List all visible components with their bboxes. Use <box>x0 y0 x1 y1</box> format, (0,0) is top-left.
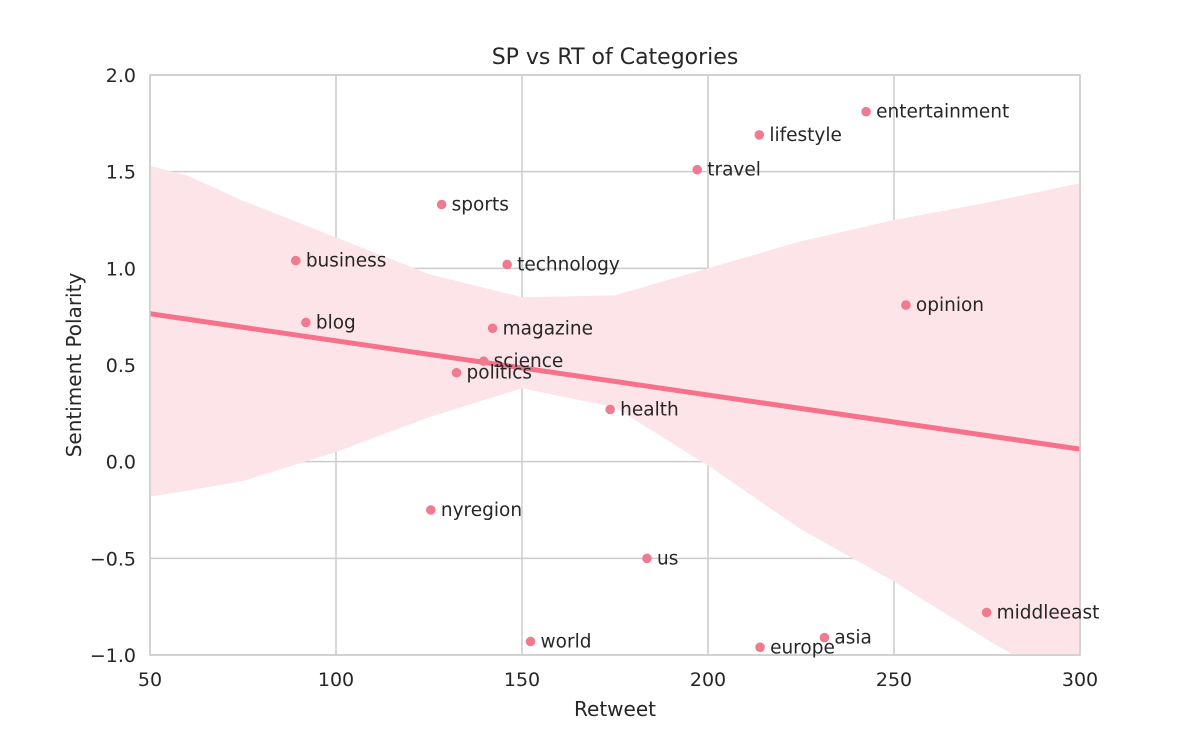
x-tick-label: 150 <box>504 669 540 691</box>
point-label-middleeast: middleeast <box>997 602 1100 623</box>
data-point-us <box>642 553 652 564</box>
chart-title: SP vs RT of Categories <box>492 45 739 70</box>
data-point-business <box>291 255 301 266</box>
data-point-technology <box>502 259 512 270</box>
y-tick-label: 0.5 <box>106 355 136 377</box>
y-tick-label: 2.0 <box>106 65 136 87</box>
point-label-europe: europe <box>770 637 835 658</box>
data-point-lifestyle <box>754 130 765 140</box>
data-point-politics <box>451 367 462 378</box>
point-label-sports: sports <box>452 195 509 216</box>
data-point-asia <box>819 632 830 643</box>
data-point-magazine <box>487 323 498 334</box>
y-tick-label: 1.5 <box>106 162 136 184</box>
y-tick-label: −0.5 <box>90 548 136 570</box>
point-label-business: business <box>306 251 387 272</box>
regression-line <box>150 311 1080 452</box>
point-label-world: world <box>541 631 592 652</box>
x-axis-label: Retweet <box>574 697 656 721</box>
data-point-opinion <box>901 300 911 310</box>
x-tick-label: 300 <box>1062 669 1098 691</box>
data-point-middleeast <box>981 607 992 618</box>
data-point-health <box>605 404 615 415</box>
point-label-entertainment: entertainment <box>876 102 1009 123</box>
point-label-blog: blog <box>316 312 356 333</box>
data-point-europe <box>755 642 765 653</box>
y-tick-label: 1.0 <box>106 258 136 280</box>
y-axis-label: Sentiment Polarity <box>62 273 86 458</box>
point-label-politics: politics <box>467 363 533 384</box>
point-label-lifestyle: lifestyle <box>769 125 842 146</box>
point-label-travel: travel <box>707 160 761 181</box>
x-tick-label: 100 <box>318 669 354 691</box>
data-point-blog <box>301 317 311 328</box>
point-label-nyregion: nyregion <box>441 500 522 521</box>
point-label-technology: technology <box>517 254 620 275</box>
point-label-magazine: magazine <box>503 318 593 339</box>
confidence-band <box>150 165 1080 655</box>
x-tick-label: 200 <box>690 669 726 691</box>
point-label-us: us <box>657 548 678 569</box>
plot-frame <box>149 74 1081 656</box>
y-tick-label: 0.0 <box>106 452 136 474</box>
point-label-science: science <box>494 351 564 372</box>
x-tick-label: 250 <box>876 669 912 691</box>
data-point-science <box>478 356 489 366</box>
data-point-entertainment <box>861 106 871 117</box>
y-tick-label: −1.0 <box>90 645 136 667</box>
data-point-travel <box>692 164 703 175</box>
point-label-asia: asia <box>834 628 871 649</box>
data-point-sports <box>436 199 447 210</box>
x-tick-label: 50 <box>138 669 162 691</box>
point-label-health: health <box>620 399 679 420</box>
point-label-opinion: opinion <box>916 295 984 316</box>
data-point-world <box>525 636 536 647</box>
data-point-nyregion <box>426 505 436 515</box>
